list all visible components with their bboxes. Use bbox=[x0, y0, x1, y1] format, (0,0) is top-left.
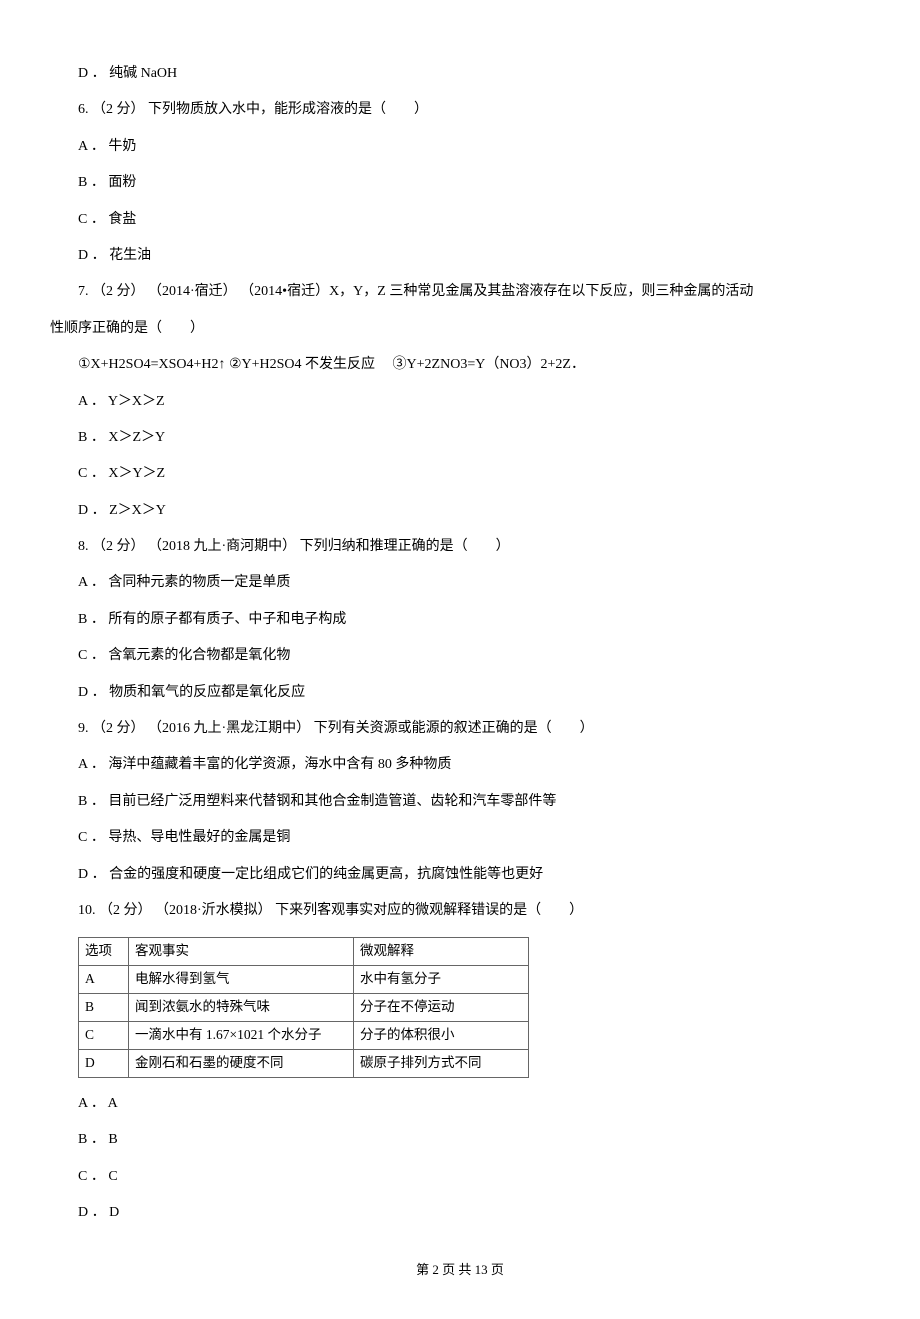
q8-option-a: A ． 含同种元素的物质一定是单质 bbox=[50, 565, 870, 601]
q9-option-d: D ． 合金的强度和硬度一定比组成它们的纯金属更高，抗腐蚀性能等也更好 bbox=[50, 857, 870, 893]
table-row: A 电解水得到氢气 水中有氢分子 bbox=[79, 966, 529, 994]
q10-option-b: B ． B bbox=[50, 1122, 870, 1158]
table-row: B 闻到浓氨水的特殊气味 分子在不停运动 bbox=[79, 994, 529, 1022]
q10-option-a: A ． A bbox=[50, 1086, 870, 1122]
table-header-option: 选项 bbox=[79, 938, 129, 966]
q10-option-c: C ． C bbox=[50, 1159, 870, 1195]
q6-option-b: B ． 面粉 bbox=[50, 165, 870, 201]
q7-stem-line1: 7. （2 分） （2014·宿迁） （2014•宿迁）X，Y，Z 三种常见金属… bbox=[50, 274, 870, 310]
q8-stem: 8. （2 分） （2018 九上·商河期中） 下列归纳和推理正确的是（ ） bbox=[50, 529, 870, 565]
q6-option-c: C ． 食盐 bbox=[50, 202, 870, 238]
table-row: C 一滴水中有 1.67×1021 个水分子 分子的体积很小 bbox=[79, 1022, 529, 1050]
q9-option-a: A ． 海洋中蕴藏着丰富的化学资源，海水中含有 80 多种物质 bbox=[50, 747, 870, 783]
page-footer: 第 2 页 共 13 页 bbox=[50, 1260, 870, 1280]
q7-option-a: A ． Y＞X＞Z bbox=[50, 384, 870, 420]
q8-option-d: D ． 物质和氧气的反应都是氧化反应 bbox=[50, 675, 870, 711]
q9-option-b: B ． 目前已经广泛用塑料来代替钢和其他合金制造管道、齿轮和汽车零部件等 bbox=[50, 784, 870, 820]
q7-option-d: D ． Z＞X＞Y bbox=[50, 493, 870, 529]
table-cell: 分子在不停运动 bbox=[354, 994, 529, 1022]
table-header-explain: 微观解释 bbox=[354, 938, 529, 966]
table-cell: 水中有氢分子 bbox=[354, 966, 529, 994]
table-cell: 分子的体积很小 bbox=[354, 1022, 529, 1050]
q7-equations: ①X+H2SO4=XSO4+H2↑ ②Y+H2SO4 不发生反应 ③Y+2ZNO… bbox=[50, 347, 870, 383]
table-cell: 碳原子排列方式不同 bbox=[354, 1050, 529, 1078]
q7-stem-line2: 性顺序正确的是（ ） bbox=[50, 311, 870, 347]
q10-stem: 10. （2 分） （2018·沂水模拟） 下来列客观事实对应的微观解释错误的是… bbox=[50, 893, 870, 929]
q10-table: 选项 客观事实 微观解释 A 电解水得到氢气 水中有氢分子 B 闻到浓氨水的特殊… bbox=[78, 937, 529, 1078]
table-row: D 金刚石和石墨的硬度不同 碳原子排列方式不同 bbox=[79, 1050, 529, 1078]
q8-option-c: C ． 含氧元素的化合物都是氧化物 bbox=[50, 638, 870, 674]
table-cell: D bbox=[79, 1050, 129, 1078]
table-cell: A bbox=[79, 966, 129, 994]
table-cell: 闻到浓氨水的特殊气味 bbox=[129, 994, 354, 1022]
table-header-fact: 客观事实 bbox=[129, 938, 354, 966]
q9-option-c: C ． 导热、导电性最好的金属是铜 bbox=[50, 820, 870, 856]
table-cell: 金刚石和石墨的硬度不同 bbox=[129, 1050, 354, 1078]
q10-option-d: D ． D bbox=[50, 1195, 870, 1231]
q6-stem: 6. （2 分） 下列物质放入水中，能形成溶液的是（ ） bbox=[50, 92, 870, 128]
q7-option-c: C ． X＞Y＞Z bbox=[50, 456, 870, 492]
q7-option-b: B ． X＞Z＞Y bbox=[50, 420, 870, 456]
q5-option-d: D ． 纯碱 NaOH bbox=[50, 56, 870, 92]
q6-option-d: D ． 花生油 bbox=[50, 238, 870, 274]
q6-option-a: A ． 牛奶 bbox=[50, 129, 870, 165]
table-cell: 电解水得到氢气 bbox=[129, 966, 354, 994]
q8-option-b: B ． 所有的原子都有质子、中子和电子构成 bbox=[50, 602, 870, 638]
q9-stem: 9. （2 分） （2016 九上·黑龙江期中） 下列有关资源或能源的叙述正确的… bbox=[50, 711, 870, 747]
table-cell: C bbox=[79, 1022, 129, 1050]
table-cell: B bbox=[79, 994, 129, 1022]
table-header-row: 选项 客观事实 微观解释 bbox=[79, 938, 529, 966]
table-cell: 一滴水中有 1.67×1021 个水分子 bbox=[129, 1022, 354, 1050]
